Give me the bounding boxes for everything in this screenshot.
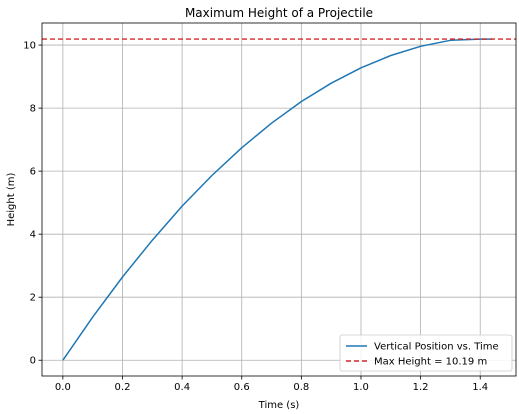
legend-entry-position: Vertical Position vs. Time	[374, 342, 499, 353]
y-tick-label: 8	[30, 104, 36, 115]
x-tick-label: 0.2	[115, 382, 131, 393]
x-axis-label: Time (s)	[258, 400, 300, 411]
x-tick-label: 0.8	[293, 382, 309, 393]
x-tick-label: 1.4	[472, 382, 488, 393]
legend-entry-max-height: Max Height = 10.19 m	[374, 357, 487, 368]
legend-box	[339, 334, 513, 372]
plot-series	[42, 38, 516, 361]
x-tick-label: 1.0	[353, 382, 369, 393]
y-axis-label: Height (m)	[6, 173, 17, 227]
legend: Vertical Position vs. Time Max Height = …	[339, 334, 513, 372]
y-tick-label: 10	[23, 41, 36, 52]
y-tick-label: 6	[30, 167, 36, 178]
x-tick-label: 0.6	[234, 382, 250, 393]
y-tick-label: 4	[30, 230, 36, 241]
axis-ticks: 0.0 0.2 0.4 0.6 0.8 1.0 1.2 1.4 0 2 4 6 8 10	[23, 41, 488, 393]
grid-lines	[42, 23, 516, 376]
y-tick-label: 2	[30, 293, 36, 304]
x-tick-label: 0.0	[55, 382, 71, 393]
x-tick-label: 0.4	[174, 382, 190, 393]
x-tick-label: 1.2	[413, 382, 429, 393]
vertical-position-line	[62, 38, 493, 361]
y-tick-label: 0	[30, 356, 36, 367]
plot-frame	[41, 22, 517, 377]
chart-title: Maximum Height of a Projectile	[185, 6, 373, 20]
